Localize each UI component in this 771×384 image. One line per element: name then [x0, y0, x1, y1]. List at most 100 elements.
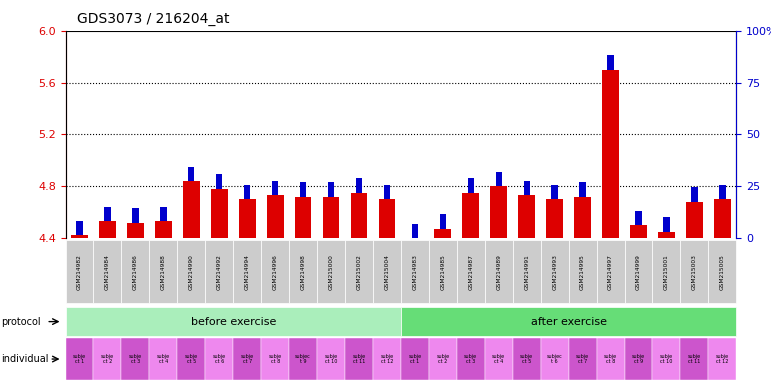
Text: subje
ct 11: subje ct 11: [688, 354, 701, 364]
Text: protocol: protocol: [2, 316, 41, 327]
Bar: [216, 174, 223, 189]
Bar: [99, 221, 116, 238]
Bar: [322, 197, 339, 238]
Bar: [127, 223, 143, 238]
Bar: [602, 70, 619, 238]
Text: subje
ct 3: subje ct 3: [129, 354, 142, 364]
Text: count: count: [89, 313, 116, 323]
Text: subje
ct 5: subje ct 5: [520, 354, 534, 364]
Bar: [686, 202, 702, 238]
Text: subje
ct 12: subje ct 12: [715, 354, 729, 364]
Bar: [579, 182, 586, 197]
Bar: [608, 55, 614, 70]
Bar: [658, 232, 675, 238]
Bar: [355, 178, 362, 193]
Bar: [295, 197, 311, 238]
Bar: [574, 197, 591, 238]
Text: before exercise: before exercise: [190, 316, 276, 327]
Text: GSM214998: GSM214998: [301, 254, 305, 290]
Bar: [691, 187, 698, 202]
Bar: [439, 215, 446, 229]
Bar: [76, 221, 82, 235]
Bar: [244, 185, 251, 199]
Text: subje
ct 4: subje ct 4: [492, 354, 505, 364]
Text: subje
ct 8: subje ct 8: [604, 354, 617, 364]
Bar: [300, 182, 306, 197]
Text: GSM214988: GSM214988: [161, 254, 166, 290]
Text: subje
ct 3: subje ct 3: [464, 354, 477, 364]
Bar: [463, 193, 479, 238]
Bar: [635, 210, 641, 225]
Bar: [384, 185, 390, 199]
Bar: [663, 217, 670, 232]
Bar: [412, 223, 418, 238]
Text: GSM214986: GSM214986: [133, 254, 138, 290]
Bar: [546, 199, 563, 238]
Text: GSM214992: GSM214992: [217, 254, 222, 290]
Text: subje
ct 2: subje ct 2: [101, 354, 114, 364]
Bar: [160, 207, 167, 221]
Text: GSM214982: GSM214982: [77, 254, 82, 290]
Text: subje
ct 7: subje ct 7: [241, 354, 254, 364]
Text: subje
ct 12: subje ct 12: [380, 354, 393, 364]
Bar: [104, 207, 111, 221]
Text: GSM214983: GSM214983: [412, 254, 417, 290]
Text: subje
ct 4: subje ct 4: [157, 354, 170, 364]
Text: subjec
t 9: subjec t 9: [295, 354, 311, 364]
Text: subje
ct 2: subje ct 2: [436, 354, 449, 364]
Bar: [518, 195, 535, 238]
Bar: [719, 185, 726, 199]
Text: GSM214987: GSM214987: [468, 254, 473, 290]
Text: subje
ct 7: subje ct 7: [576, 354, 589, 364]
Bar: [239, 199, 255, 238]
Text: GSM214996: GSM214996: [273, 254, 278, 290]
Text: GSM215003: GSM215003: [692, 254, 697, 290]
Bar: [351, 193, 367, 238]
Bar: [379, 199, 396, 238]
Bar: [188, 167, 194, 181]
Text: subje
ct 1: subje ct 1: [73, 354, 86, 364]
Bar: [714, 199, 731, 238]
Text: subje
ct 10: subje ct 10: [660, 354, 673, 364]
Bar: [551, 185, 558, 199]
Bar: [183, 181, 200, 238]
Text: GSM215000: GSM215000: [328, 254, 334, 290]
Text: subje
ct 11: subje ct 11: [352, 354, 365, 364]
Bar: [434, 229, 451, 238]
Text: GSM215002: GSM215002: [356, 254, 362, 290]
Text: subje
ct 5: subje ct 5: [185, 354, 198, 364]
Text: ■: ■: [69, 324, 80, 334]
Text: GSM214997: GSM214997: [608, 254, 613, 290]
Text: GSM215001: GSM215001: [664, 254, 669, 290]
Text: GSM215005: GSM215005: [720, 254, 725, 290]
Text: subje
ct 6: subje ct 6: [213, 354, 226, 364]
Bar: [71, 235, 88, 238]
Bar: [496, 172, 502, 186]
Text: subje
ct 10: subje ct 10: [325, 354, 338, 364]
Text: individual: individual: [2, 354, 49, 364]
Text: GSM215004: GSM215004: [385, 254, 389, 290]
Text: GDS3073 / 216204_at: GDS3073 / 216204_at: [77, 12, 230, 25]
Text: subje
ct 1: subje ct 1: [409, 354, 422, 364]
Text: GSM214994: GSM214994: [244, 254, 250, 290]
Bar: [132, 208, 139, 223]
Bar: [467, 178, 474, 193]
Bar: [524, 181, 530, 195]
Bar: [155, 221, 172, 238]
Bar: [210, 189, 227, 238]
Text: percentile rank within the sample: percentile rank within the sample: [89, 324, 254, 334]
Text: after exercise: after exercise: [530, 316, 607, 327]
Bar: [267, 195, 284, 238]
Text: subjec
t 6: subjec t 6: [547, 354, 563, 364]
Bar: [630, 225, 647, 238]
Text: subje
ct 9: subje ct 9: [632, 354, 645, 364]
Text: ■: ■: [69, 313, 80, 323]
Text: GSM214991: GSM214991: [524, 254, 529, 290]
Text: GSM214985: GSM214985: [440, 254, 446, 290]
Text: GSM214990: GSM214990: [189, 254, 194, 290]
Bar: [328, 182, 335, 197]
Text: GSM214995: GSM214995: [580, 254, 585, 290]
Text: GSM214984: GSM214984: [105, 254, 110, 290]
Bar: [490, 186, 507, 238]
Text: GSM214999: GSM214999: [636, 254, 641, 290]
